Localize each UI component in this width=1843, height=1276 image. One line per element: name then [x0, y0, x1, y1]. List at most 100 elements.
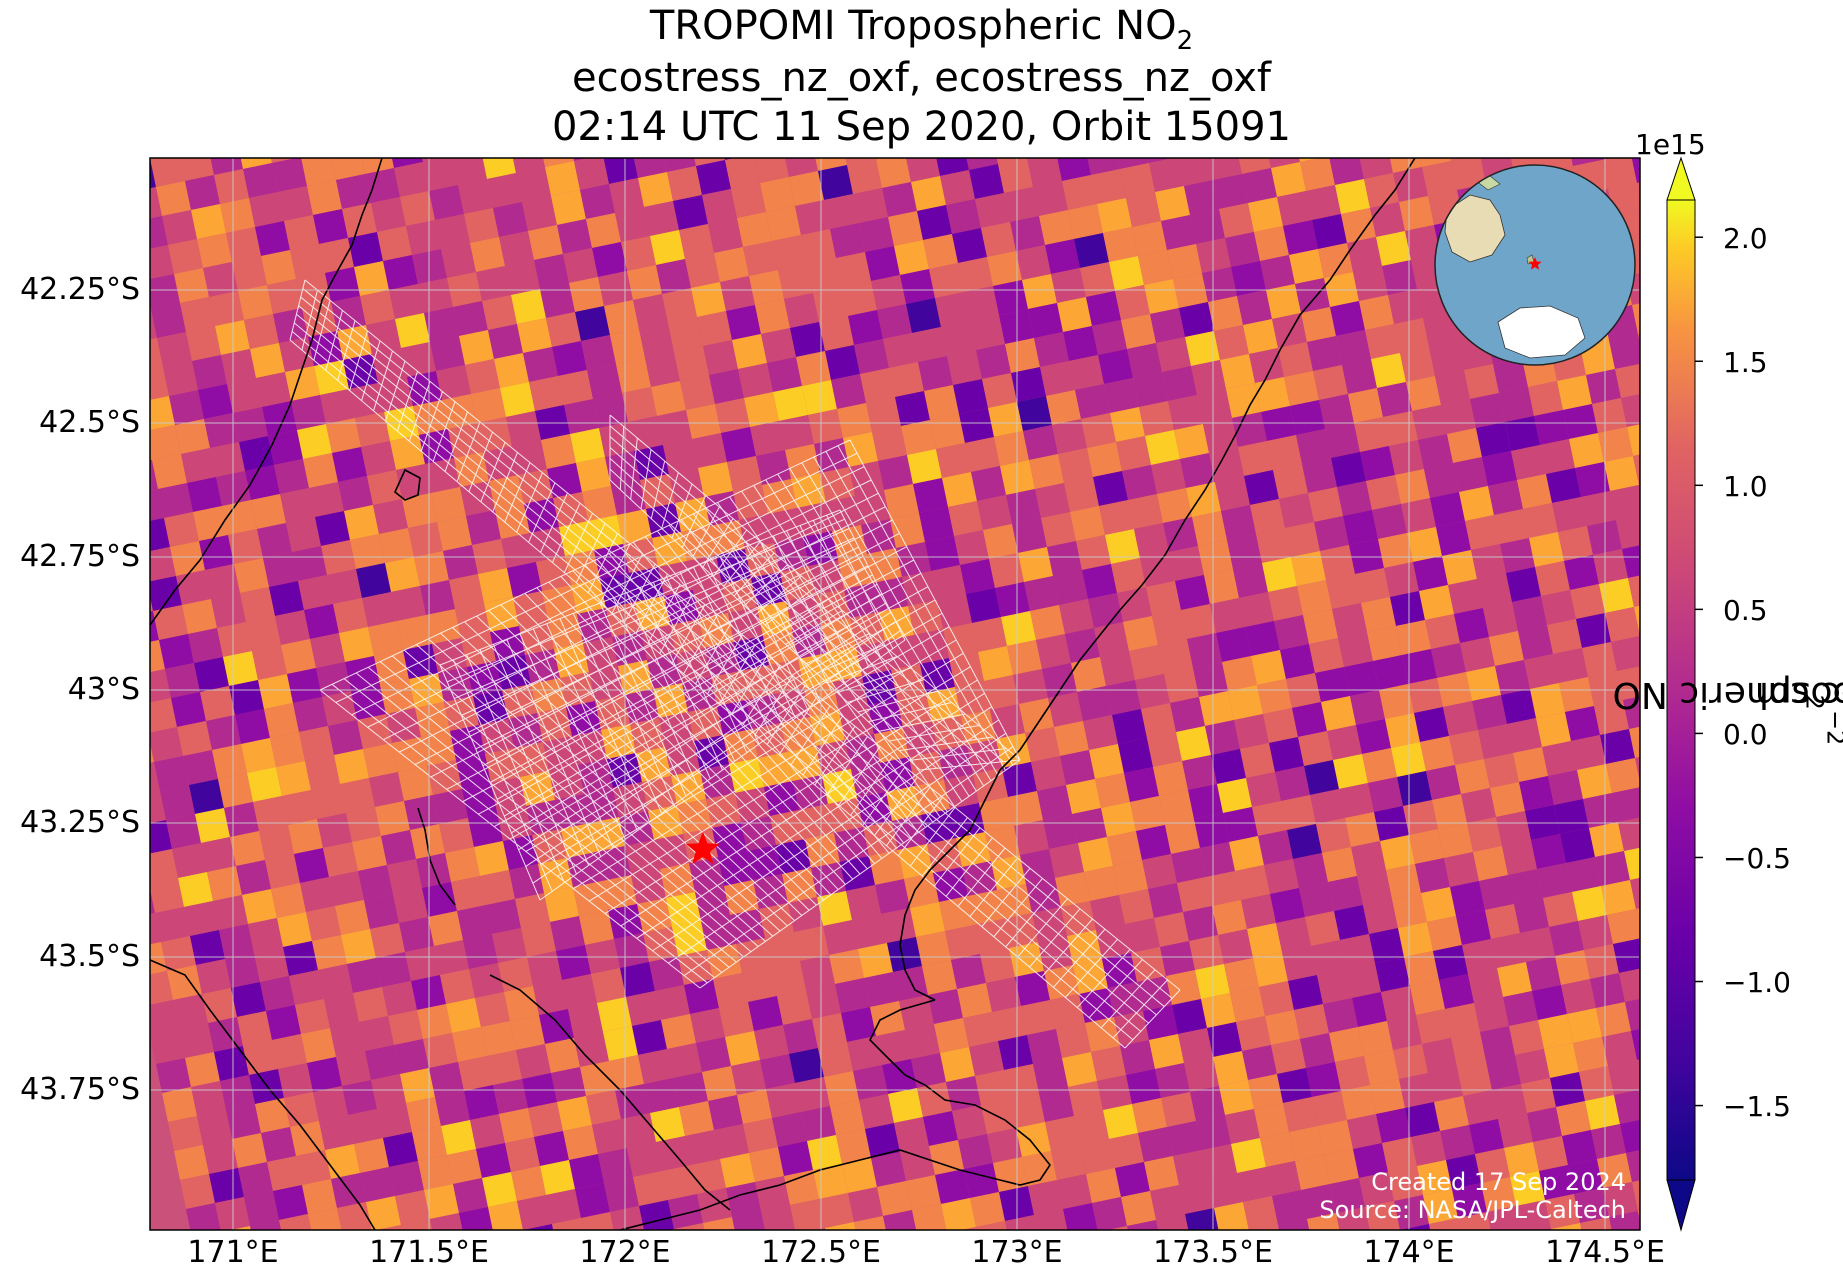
- no2-pixel: [430, 336, 465, 371]
- no2-pixel: [1022, 274, 1057, 309]
- no2-pixel: [651, 381, 686, 416]
- no2-pixel: [1061, 901, 1096, 936]
- tropomi-pixel-grid: [114, 158, 1640, 1230]
- no2-pixel: [592, 242, 627, 277]
- no2-pixel: [279, 337, 314, 372]
- no2-pixel: [1081, 413, 1116, 448]
- no2-pixel: [389, 1161, 424, 1196]
- no2-pixel: [667, 166, 702, 201]
- no2-pixel: [1389, 158, 1422, 173]
- antarctica-shape: [1497, 305, 1586, 359]
- no2-pixel: [615, 207, 650, 242]
- no2-pixel: [1007, 640, 1042, 675]
- no2-pixel: [906, 1175, 941, 1210]
- no2-pixel: [424, 1184, 459, 1219]
- no2-pixel: [842, 1158, 877, 1193]
- no2-pixel: [217, 622, 252, 657]
- no2-pixel: [557, 1096, 592, 1131]
- no2-pixel: [174, 1145, 209, 1180]
- no2-pixel: [917, 1082, 952, 1117]
- no2-pixel: [175, 419, 210, 454]
- no2-pixel: [297, 424, 332, 459]
- no2-pixel: [877, 304, 912, 339]
- no2-pixel: [1103, 1104, 1138, 1139]
- no2-pixel: [859, 217, 894, 252]
- no2-pixel: [385, 557, 420, 592]
- no2-pixel: [1075, 384, 1110, 419]
- no2-pixel: [1117, 158, 1149, 169]
- no2-pixel: [778, 1141, 813, 1176]
- colorbar-tick-label: 0.0: [1723, 718, 1768, 751]
- no2-pixel: [1180, 453, 1215, 488]
- no2-pixel: [1219, 1080, 1254, 1115]
- no2-pixel: [382, 981, 417, 1016]
- no2-pixel: [1306, 185, 1341, 220]
- no2-pixel: [1413, 556, 1448, 591]
- no2-pixel: [1052, 419, 1087, 454]
- no2-pixel: [556, 945, 591, 980]
- no2-pixel: [1359, 158, 1393, 179]
- no2-pixel: [1127, 343, 1162, 378]
- no2-pixel: [1600, 729, 1635, 764]
- no2-pixel: [1221, 505, 1256, 540]
- no2-pixel: [356, 563, 391, 598]
- no2-pixel: [150, 742, 154, 763]
- no2-pixel: [888, 211, 923, 246]
- no2-pixel: [1012, 518, 1047, 553]
- no2-pixel: [1450, 881, 1485, 916]
- no2-pixel: [1423, 312, 1458, 347]
- no2-pixel: [1482, 451, 1517, 486]
- no2-pixel: [563, 1125, 598, 1160]
- no2-pixel: [552, 341, 587, 376]
- no2-pixel: [1162, 366, 1197, 401]
- no2-pixel: [860, 368, 895, 403]
- no2-pixel: [1613, 938, 1640, 973]
- no2-pixel: [610, 329, 645, 364]
- no2-pixel: [812, 1013, 847, 1048]
- no2-pixel: [726, 305, 761, 340]
- no2-pixel: [199, 535, 234, 570]
- no2-pixel: [545, 161, 580, 196]
- no2-pixel: [719, 1002, 754, 1037]
- no2-pixel: [715, 398, 750, 433]
- no2-pixel: [737, 1089, 772, 1124]
- no2-pixel: [523, 1224, 554, 1230]
- no2-pixel: [420, 580, 455, 615]
- no2-pixel: [1082, 564, 1117, 599]
- no2-pixel: [779, 415, 814, 450]
- no2-pixel: [1160, 941, 1195, 976]
- no2-pixel: [459, 330, 494, 365]
- no2-pixel: [1096, 924, 1131, 959]
- no2-pixel: [308, 1208, 342, 1230]
- no2-pixel: [1485, 904, 1520, 939]
- no2-pixel: [766, 1083, 801, 1118]
- no2-pixel: [114, 855, 149, 890]
- no2-pixel: [170, 541, 205, 576]
- no2-pixel: [1472, 695, 1507, 730]
- no2-pixel: [1035, 483, 1070, 518]
- no2-pixel: [551, 190, 586, 225]
- no2-pixel: [1173, 1150, 1208, 1185]
- no2-pixel: [936, 443, 971, 478]
- no2-pixel: [1471, 544, 1506, 579]
- no2-pixel: [1156, 1214, 1189, 1230]
- no2-pixel: [809, 560, 844, 595]
- no2-pixel: [849, 461, 884, 496]
- no2-pixel: [795, 1077, 830, 1112]
- no2-pixel: [960, 559, 995, 594]
- no2-pixel: [1010, 1093, 1045, 1128]
- no2-pixel: [892, 815, 927, 850]
- no2-pixel: [1565, 706, 1600, 741]
- no2-pixel: [718, 851, 753, 886]
- no2-pixel: [1487, 1206, 1521, 1230]
- no2-pixel: [290, 244, 325, 279]
- no2-pixel: [929, 263, 964, 298]
- no2-pixel: [423, 1033, 458, 1068]
- no2-pixel: [1614, 1089, 1640, 1124]
- no2-pixel: [1376, 231, 1411, 266]
- no2-pixel: [834, 827, 869, 862]
- no2-pixel: [164, 512, 199, 547]
- no2-pixel: [307, 1057, 342, 1092]
- no2-pixel: [1129, 645, 1164, 680]
- no2-pixel: [496, 655, 531, 690]
